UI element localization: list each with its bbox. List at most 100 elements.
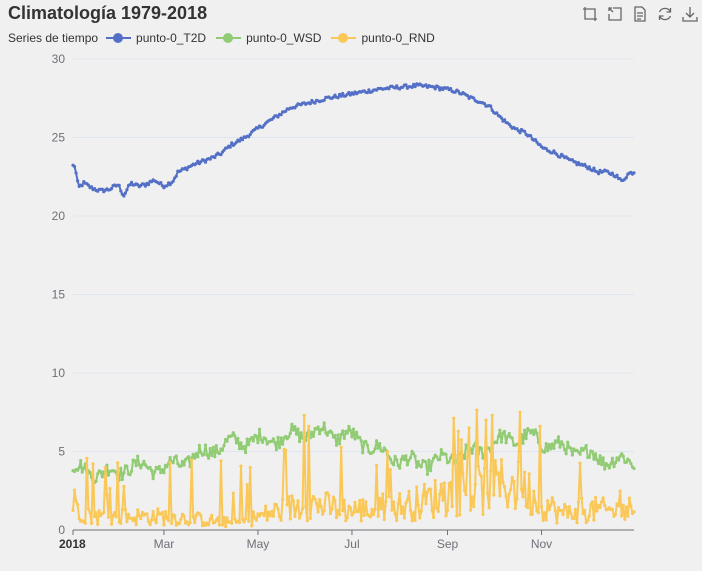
data-point[interactable]: [430, 460, 434, 464]
data-point[interactable]: [552, 501, 556, 505]
data-point[interactable]: [294, 506, 299, 510]
data-point[interactable]: [615, 173, 619, 177]
data-point[interactable]: [407, 458, 411, 462]
data-point[interactable]: [253, 516, 257, 520]
data-point[interactable]: [405, 463, 409, 467]
data-point[interactable]: [224, 525, 228, 529]
data-point[interactable]: [193, 520, 197, 525]
data-point[interactable]: [620, 452, 624, 456]
data-point[interactable]: [193, 456, 197, 460]
data-point[interactable]: [583, 162, 587, 166]
data-point[interactable]: [174, 454, 178, 458]
data-point[interactable]: [345, 516, 349, 520]
data-point[interactable]: [133, 459, 137, 463]
data-point[interactable]: [539, 505, 544, 509]
data-point[interactable]: [136, 508, 140, 512]
data-point[interactable]: [506, 505, 510, 509]
data-point[interactable]: [445, 508, 450, 512]
data-point[interactable]: [159, 181, 163, 185]
data-point[interactable]: [592, 518, 596, 522]
data-point[interactable]: [348, 428, 352, 433]
data-point[interactable]: [120, 507, 124, 512]
data-point[interactable]: [418, 516, 422, 520]
data-point[interactable]: [210, 453, 214, 458]
data-point[interactable]: [627, 496, 632, 500]
data-point[interactable]: [89, 185, 94, 189]
data-point[interactable]: [336, 508, 340, 513]
data-point[interactable]: [429, 487, 433, 491]
data-point[interactable]: [341, 429, 345, 433]
data-point[interactable]: [153, 470, 157, 474]
data-point[interactable]: [242, 520, 246, 524]
data-point[interactable]: [290, 494, 294, 498]
data-point[interactable]: [592, 457, 596, 461]
data-point[interactable]: [632, 510, 636, 514]
data-point[interactable]: [130, 180, 134, 184]
data-point[interactable]: [436, 509, 440, 513]
data-point[interactable]: [313, 497, 317, 501]
data-point[interactable]: [601, 456, 605, 460]
data-point[interactable]: [205, 453, 209, 457]
data-point[interactable]: [240, 517, 245, 522]
data-point[interactable]: [556, 506, 561, 510]
data-point[interactable]: [438, 492, 442, 496]
data-point[interactable]: [376, 514, 380, 519]
data-point[interactable]: [319, 504, 323, 509]
data-point[interactable]: [336, 96, 340, 100]
data-point[interactable]: [310, 430, 314, 434]
data-point[interactable]: [72, 164, 77, 169]
data-point[interactable]: [507, 492, 511, 496]
data-point[interactable]: [433, 87, 437, 91]
data-point[interactable]: [413, 454, 417, 458]
data-point[interactable]: [302, 413, 306, 417]
data-point[interactable]: [367, 88, 371, 92]
data-point[interactable]: [607, 466, 611, 470]
data-point[interactable]: [401, 505, 405, 509]
data-point[interactable]: [518, 131, 522, 135]
data-point[interactable]: [529, 134, 533, 138]
data-point[interactable]: [230, 141, 234, 145]
data-point[interactable]: [610, 171, 615, 175]
data-point[interactable]: [274, 448, 278, 452]
data-point[interactable]: [564, 505, 568, 509]
data-point[interactable]: [217, 452, 221, 456]
data-point[interactable]: [412, 511, 416, 515]
data-point[interactable]: [472, 96, 476, 100]
data-point[interactable]: [580, 496, 584, 500]
legend-item-wsd[interactable]: punto-0_WSD: [216, 31, 321, 45]
data-point[interactable]: [151, 477, 155, 481]
data-point[interactable]: [160, 510, 164, 514]
data-point[interactable]: [398, 492, 402, 496]
data-point[interactable]: [284, 434, 288, 439]
data-point[interactable]: [185, 168, 189, 172]
data-point[interactable]: [310, 499, 314, 503]
data-point[interactable]: [334, 443, 339, 447]
data-point[interactable]: [597, 172, 601, 176]
data-point[interactable]: [359, 519, 363, 523]
data-point[interactable]: [359, 439, 363, 443]
data-point[interactable]: [464, 493, 468, 497]
data-point[interactable]: [125, 464, 129, 468]
data-point[interactable]: [305, 519, 309, 523]
data-point[interactable]: [203, 443, 208, 447]
data-point[interactable]: [151, 510, 155, 514]
data-point[interactable]: [370, 507, 374, 511]
data-point[interactable]: [530, 428, 534, 432]
data-point[interactable]: [600, 463, 604, 467]
data-point[interactable]: [339, 94, 343, 98]
data-point[interactable]: [131, 518, 135, 523]
data-point[interactable]: [136, 454, 140, 458]
data-point[interactable]: [350, 435, 354, 439]
data-point[interactable]: [93, 514, 97, 519]
data-point[interactable]: [563, 447, 567, 452]
data-point[interactable]: [475, 408, 479, 412]
data-point[interactable]: [438, 458, 442, 462]
data-point[interactable]: [371, 513, 376, 517]
data-point[interactable]: [362, 513, 366, 518]
data-point[interactable]: [85, 456, 89, 460]
data-point[interactable]: [424, 83, 428, 87]
data-point[interactable]: [74, 171, 78, 175]
data-point[interactable]: [462, 488, 467, 492]
data-point[interactable]: [371, 450, 376, 454]
data-point[interactable]: [449, 480, 453, 485]
